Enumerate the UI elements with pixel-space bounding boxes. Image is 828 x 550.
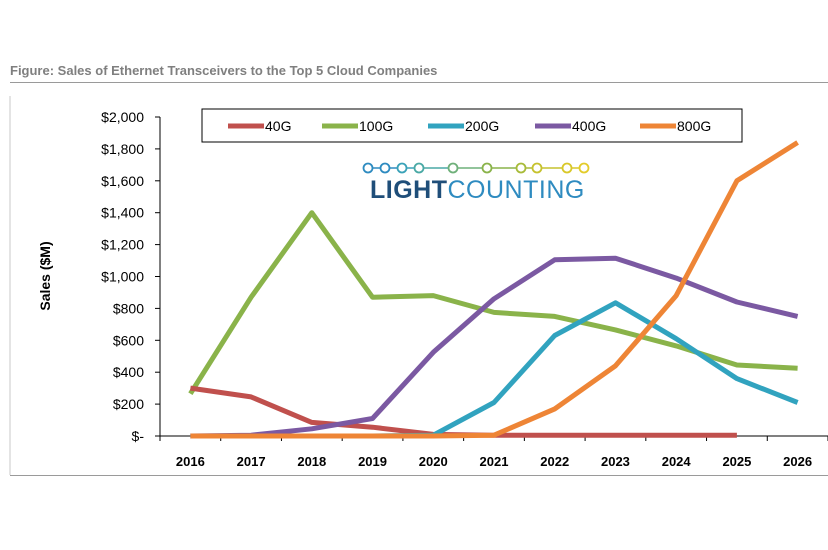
logo-dot <box>396 162 408 174</box>
y-tick-label: $600 <box>113 332 144 348</box>
x-tick-label: 2016 <box>176 454 205 469</box>
y-tick-label: $2,000 <box>101 109 144 125</box>
y-tick-label: $1,800 <box>101 141 144 157</box>
y-axis-ticks: $- $200 $400 $600 $800 $1,000 $1,200 $1,400 $1,6… <box>101 109 160 444</box>
x-tick-label: 2024 <box>662 454 692 469</box>
y-tick-label: $800 <box>113 300 144 316</box>
logo-dot <box>481 162 493 174</box>
y-tick-label: $1,600 <box>101 173 144 189</box>
x-tick-label: 2021 <box>480 454 509 469</box>
logo-word-counting: COUNTING <box>448 176 585 204</box>
y-tick-label: $1,200 <box>101 237 144 253</box>
logo-dot <box>447 162 459 174</box>
title-rule <box>10 82 828 83</box>
logo-dot <box>578 162 590 174</box>
y-tick-label: $- <box>132 428 145 444</box>
y-tick-label: $1,000 <box>101 269 144 285</box>
legend-label-400g: 400G <box>572 118 606 134</box>
x-axis-ticks: 2016 2017 2018 2019 2020 2021 2022 2023 2024 2025… <box>159 436 828 469</box>
logo-dot <box>561 162 573 174</box>
x-tick-label: 2017 <box>237 454 266 469</box>
x-tick-label: 2019 <box>358 454 387 469</box>
logo-dots <box>362 162 590 174</box>
x-tick-label: 2018 <box>297 454 326 469</box>
legend-label-40g: 40G <box>265 118 291 134</box>
y-tick-label: $1,400 <box>101 205 144 221</box>
x-tick-label: 2022 <box>540 454 569 469</box>
series-line-800g <box>190 140 799 439</box>
logo-word-light: LIGHT <box>370 176 448 204</box>
y-tick-label: $200 <box>113 396 144 412</box>
logo-dot <box>515 162 527 174</box>
x-tick-label: 2020 <box>419 454 448 469</box>
logo-dot <box>531 162 543 174</box>
logo-dot <box>362 162 374 174</box>
figure-bottom-rule <box>10 475 828 476</box>
y-tick-label: $400 <box>113 364 144 380</box>
series-line-400g <box>190 255 799 439</box>
x-tick-label: 2025 <box>722 454 751 469</box>
logo-dot <box>413 162 425 174</box>
figure-title: Figure: Sales of Ethernet Transceivers t… <box>10 63 438 78</box>
x-tick-label: 2026 <box>783 454 812 469</box>
legend: 40G 100G 200G 400G 800G <box>228 118 711 134</box>
legend-label-200g: 200G <box>465 118 499 134</box>
series-lines <box>188 140 799 439</box>
y-axis-label: Sales ($M) <box>37 241 53 310</box>
logo-dot <box>379 162 391 174</box>
legend-label-100g: 100G <box>359 118 393 134</box>
x-tick-label: 2023 <box>601 454 630 469</box>
logo-wordmark: LIGHTCOUNTING <box>370 176 585 204</box>
legend-label-800g: 800G <box>677 118 711 134</box>
lightcounting-logo: LIGHTCOUNTING <box>346 148 596 204</box>
